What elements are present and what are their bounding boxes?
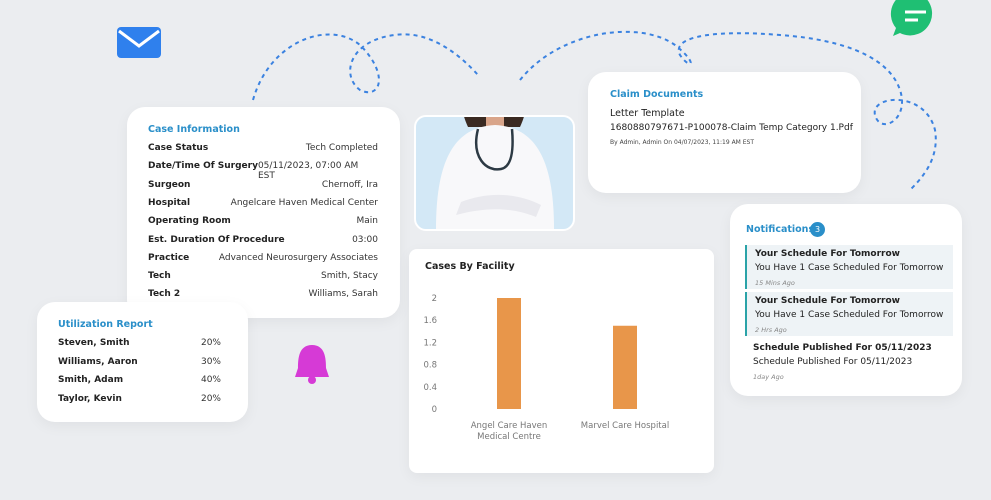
x-tick-label: Angel Care Haven Medical Centre (470, 421, 548, 442)
table-row: Smith, Adam 40% (58, 375, 221, 385)
notification-title: Schedule Published For 05/11/2023 (753, 343, 932, 353)
card-title: Case Information (148, 124, 240, 135)
table-row: Tech 2 Williams, Sarah (148, 289, 378, 299)
y-tick-label: 0 (432, 405, 437, 415)
bell-clapper (308, 376, 316, 384)
notifications-card: Notifications 3 Your Schedule For Tomorr… (730, 204, 962, 396)
card-title: Notifications (746, 224, 815, 235)
table-row: Surgeon Chernoff, Ira (148, 180, 378, 190)
notification-title: Your Schedule For Tomorrow (755, 249, 900, 259)
notification-item: Schedule Published For 05/11/2023 Schedul… (745, 339, 951, 383)
notification-item: Your Schedule For Tomorrow You Have 1 Cas… (745, 245, 953, 289)
document-file: 1680880797671-P100078-Claim Temp Categor… (610, 123, 853, 133)
chart: 0 0.4 0.8 1.2 1.6 2 (423, 294, 637, 415)
table-row: Williams, Aaron 30% (58, 357, 221, 367)
row-value: 20% (200, 393, 221, 404)
table-row: Hospital Angelcare Haven Medical Center (148, 198, 378, 208)
chart-title: Cases By Facility (425, 261, 515, 272)
mail-icon (117, 27, 161, 58)
table-row: Practice Advanced Neurosurgery Associates (148, 253, 378, 263)
row-value: Tech Completed (305, 143, 378, 153)
table-row: Tech Smith, Stacy (148, 271, 378, 281)
y-tick-label: 1.6 (423, 316, 437, 326)
row-label: Surgeon (148, 179, 191, 190)
document-meta: By Admin, Admin On 04/07/2023, 11:19 AM … (610, 139, 755, 146)
table-row: Est. Duration Of Procedure 03:00 (148, 235, 378, 245)
bar (613, 325, 637, 409)
document-name: Letter Template (610, 108, 685, 119)
row-label: Case Status (148, 143, 209, 153)
row-label: Tech 2 (148, 289, 181, 300)
table-row: Date/Time Of Surgery 05/11/2023, 07:00 AM… (148, 161, 378, 181)
table-row: Case Status Tech Completed (148, 143, 378, 153)
notification-message: Schedule Published For 05/11/2023 (753, 357, 913, 367)
row-value: Smith, Stacy (321, 271, 378, 282)
row-label: Williams, Aaron (58, 356, 138, 367)
table-row: Steven, Smith 20% (58, 338, 221, 348)
dashed-path (519, 30, 937, 191)
doctor-photo (414, 115, 575, 231)
utilization-report-card: Utilization Report Steven, Smith 20% Willi… (37, 302, 248, 422)
row-value: 03:00 (352, 234, 378, 245)
row-value: 30% (200, 356, 221, 367)
row-value: Main (356, 216, 379, 227)
y-tick-label: 0.4 (423, 383, 437, 393)
bell-icon (295, 345, 329, 377)
table-row: Taylor, Kevin 20% (58, 394, 221, 404)
case-information-card: Case Information Case Status Tech Complet… (127, 107, 400, 318)
notification-message: You Have 1 Case Scheduled For Tomorrow (755, 310, 944, 320)
card-title: Utilization Report (58, 319, 153, 330)
notification-badge: 3 (810, 222, 825, 237)
row-label: Practice (148, 252, 190, 263)
bar (497, 298, 521, 409)
row-label: Taylor, Kevin (58, 393, 122, 404)
row-label: Date/Time Of Surgery (148, 161, 258, 172)
row-value: 20% (200, 338, 221, 348)
table-row: Operating Room Main (148, 216, 378, 226)
card-title: Claim Documents (610, 89, 704, 100)
row-label: Steven, Smith (58, 338, 130, 348)
mail-icon-flap (118, 29, 160, 48)
x-tick-label: Marvel Care Hospital (580, 421, 670, 431)
row-value: 05/11/2023, 07:00 AM EST (257, 161, 359, 182)
claim-documents-card: Claim Documents Letter Template 16808807… (588, 72, 861, 193)
row-label: Smith, Adam (58, 375, 124, 385)
notification-item: Your Schedule For Tomorrow You Have 1 Cas… (745, 292, 953, 336)
notification-title: Your Schedule For Tomorrow (755, 296, 900, 306)
notification-time: 15 Mins Ago (755, 279, 795, 287)
notification-message: You Have 1 Case Scheduled For Tomorrow (755, 263, 944, 273)
dashed-path (252, 33, 479, 101)
row-value: Advanced Neurosurgery Associates (218, 252, 378, 263)
arms (456, 194, 541, 217)
row-label: Est. Duration Of Procedure (148, 234, 285, 245)
y-tick-label: 0.8 (423, 361, 437, 371)
row-value: Angelcare Haven Medical Center (230, 197, 378, 208)
y-tick-label: 1.2 (423, 338, 437, 348)
chat-icon (890, 0, 933, 36)
row-label: Operating Room (148, 216, 231, 227)
notification-time: 2 Hrs Ago (755, 326, 787, 334)
stethoscope (475, 128, 514, 171)
notification-time: 1day Ago (753, 373, 784, 381)
row-value: Chernoff, Ira (321, 179, 378, 190)
row-label: Hospital (148, 197, 191, 208)
row-value: Williams, Sarah (308, 289, 378, 300)
y-tick-label: 2 (432, 294, 437, 304)
doctor-illustration (436, 117, 554, 229)
chart-card: Cases By Facility 0 0.4 0.8 1.2 1.6 2 Angel C… (409, 249, 714, 473)
row-value: 40% (200, 375, 221, 385)
row-label: Tech (148, 271, 171, 282)
